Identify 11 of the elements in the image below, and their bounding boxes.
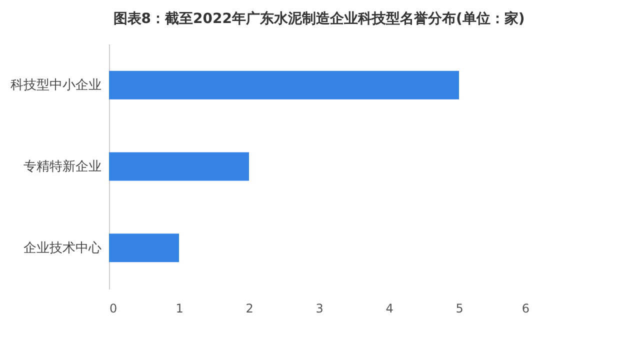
y-tick-label: 专精特新企业 — [24, 160, 102, 174]
y-tick-label: 企业技术中心 — [24, 240, 102, 256]
x-tick-label: 3 — [316, 302, 324, 316]
x-tick-label: 6 — [522, 302, 530, 316]
x-tick-label: 0 — [110, 302, 118, 316]
x-tick-label: 4 — [386, 302, 394, 316]
y-tick-label: 科技型中小企业 — [10, 78, 102, 94]
x-tick-label: 2 — [246, 302, 254, 316]
x-tick-label: 1 — [176, 302, 184, 316]
chart-title: 图表8：截至2022年广东水泥制造企业科技型名誉分布(单位：家) — [113, 10, 525, 27]
x-tick-label: 5 — [456, 302, 464, 316]
